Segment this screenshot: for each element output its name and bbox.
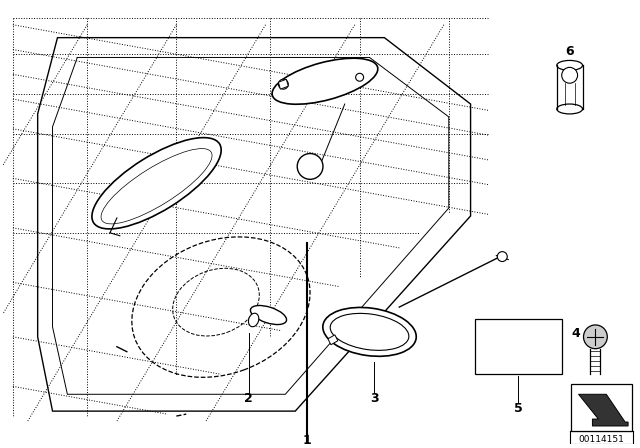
Polygon shape [38,38,470,411]
Text: 2: 2 [244,392,253,405]
Text: 6: 6 [565,45,574,58]
Circle shape [584,325,607,349]
Ellipse shape [557,104,582,114]
Ellipse shape [92,138,221,229]
Ellipse shape [323,307,416,356]
Ellipse shape [557,60,582,70]
Circle shape [562,67,577,83]
Bar [571,384,632,431]
Text: 1: 1 [303,435,312,448]
Text: 4: 4 [572,327,580,340]
Circle shape [297,154,323,179]
Text: 4: 4 [306,160,314,173]
Ellipse shape [248,313,259,327]
Text: 3: 3 [370,392,379,405]
Ellipse shape [250,306,287,324]
Text: 00114151: 00114151 [579,435,624,444]
Ellipse shape [330,313,409,350]
Ellipse shape [101,149,212,224]
Ellipse shape [272,58,378,104]
Circle shape [356,73,364,81]
Bar [474,319,562,375]
Polygon shape [328,335,338,345]
Circle shape [497,252,508,262]
Polygon shape [278,79,288,89]
Text: 5: 5 [514,402,522,415]
Polygon shape [579,394,628,426]
Circle shape [278,79,288,89]
